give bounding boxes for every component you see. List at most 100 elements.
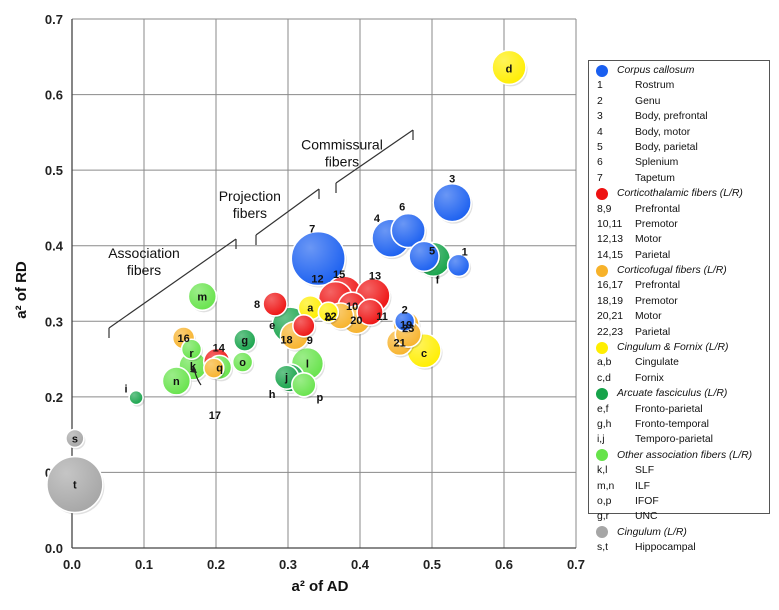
- bubble-label-6: 6: [399, 202, 405, 214]
- bubble-label-b: b: [325, 312, 332, 324]
- y-tick-label: 0.6: [45, 88, 63, 103]
- legend-code: 7: [597, 172, 603, 184]
- legend-text: IFOF: [635, 495, 659, 507]
- bubble-highlight: [188, 282, 217, 311]
- bracket: [335, 129, 414, 193]
- legend-text: Corticothalamic fibers (L/R): [617, 188, 743, 200]
- bubble-label-10: 10: [346, 301, 358, 313]
- legend-swatch: [596, 264, 608, 277]
- bubble-label-7: 7: [309, 224, 315, 236]
- legend-item: g,r UNC: [592, 509, 766, 524]
- bracket-line: [255, 188, 320, 236]
- bubble-label-22: 22: [324, 311, 336, 323]
- legend-code: 4: [597, 126, 603, 138]
- bubble-highlight: [409, 241, 440, 272]
- legend-text: Prefrontal: [635, 203, 681, 215]
- legend-text: Other association fibers (L/R): [617, 449, 753, 461]
- legend-code: o,p: [597, 495, 612, 507]
- bubble-label-q: q: [216, 362, 223, 374]
- bubble-label-j: j: [284, 372, 288, 384]
- bubble-label-19: 19: [400, 319, 412, 331]
- legend-text: Premotor: [635, 295, 678, 307]
- legend-text: Parietal: [635, 249, 671, 261]
- legend-item: 10,11 Premotor: [592, 217, 766, 232]
- legend-group: Corpus callosum: [592, 63, 766, 78]
- legend-swatch: [596, 526, 608, 539]
- bracket: [255, 188, 320, 245]
- bubble-highlight: [357, 299, 384, 326]
- legend-swatch: [596, 64, 608, 77]
- legend-item: e,f Fronto-parietal: [592, 402, 766, 417]
- legend-code: m,n: [597, 480, 615, 492]
- legend-group: Corticothalamic fibers (L/R): [592, 186, 766, 201]
- legend-group: Cingulum (L/R): [592, 525, 766, 540]
- bubble-label-a: a: [307, 303, 314, 315]
- legend-text: Arcuate fasciculus (L/R): [617, 388, 728, 400]
- legend-item: i,j Temporo-parietal: [592, 432, 766, 447]
- bubble-highlight: [298, 295, 323, 320]
- bubble-label-20: 20: [350, 315, 362, 327]
- bracket-line: [335, 129, 414, 184]
- bubble-highlight: [263, 291, 288, 316]
- legend-code: 3: [597, 111, 603, 123]
- x-axis-title: a² of AD: [292, 578, 349, 595]
- legend-text: Hippocampal: [635, 542, 696, 554]
- bubble-label-3: 3: [449, 174, 455, 186]
- legend-code: k,l: [597, 465, 608, 477]
- bubble-highlight: [232, 352, 253, 373]
- annotation-text: Association: [108, 245, 180, 261]
- legend-text: Prefrontal: [635, 280, 681, 292]
- legend-code: 20,21: [597, 311, 624, 323]
- bubble-label-9: 9: [307, 335, 313, 347]
- bracket-line: [108, 238, 237, 329]
- bubble-highlight: [447, 254, 470, 277]
- bracket: [108, 238, 237, 338]
- axes: 0.00.10.20.30.40.50.60.70.00.10.20.30.40…: [45, 12, 585, 572]
- legend-text: Fornix: [635, 372, 664, 384]
- legend-item: 7 Tapetum: [592, 171, 766, 186]
- legend-item: 12,13 Motor: [592, 232, 766, 247]
- legend-text: Tapetum: [635, 172, 675, 184]
- bubble-label-13: 13: [369, 271, 381, 283]
- legend-text: Corpus callosum: [617, 65, 695, 76]
- legend-text: Splenium: [635, 157, 679, 169]
- bubble-label-e: e: [269, 320, 275, 332]
- legend-code: 5: [597, 141, 603, 153]
- legend-item: 6 Splenium: [592, 155, 766, 170]
- annotation-text: fibers: [233, 205, 267, 221]
- legend-item: 14,15 Parietal: [592, 248, 766, 263]
- bubble-highlight: [129, 390, 144, 405]
- y-tick-label: 0.0: [45, 541, 63, 556]
- legend-item: 1 Rostrum: [592, 78, 766, 93]
- legend-code: e,f: [597, 403, 609, 415]
- legend-item: 18,19 Premotor: [592, 294, 766, 309]
- bubble-highlight: [492, 50, 527, 85]
- legend-code: 22,23: [597, 326, 624, 338]
- legend-item: 22,23 Parietal: [592, 325, 766, 340]
- bubble-highlight: [46, 456, 103, 513]
- y-tick-label: 0.7: [45, 12, 63, 27]
- legend-text: Genu: [635, 95, 661, 107]
- bubble-label-5: 5: [429, 245, 435, 257]
- legend-item: 8,9 Prefrontal: [592, 202, 766, 217]
- annotation-text: fibers: [325, 154, 359, 170]
- legend-swatch: [596, 187, 608, 200]
- annotation-text: Projection: [219, 188, 281, 204]
- bubble-label-r: r: [189, 348, 194, 360]
- legend-text: UNC: [635, 511, 658, 523]
- legend-text: Motor: [635, 234, 662, 246]
- x-tick-label: 0.6: [495, 557, 513, 572]
- annotations: CommissuralfibersProjectionfibersAssocia…: [108, 129, 414, 338]
- y-axis-title: a² of RD: [13, 261, 30, 319]
- bubble-label-l: l: [306, 359, 309, 371]
- legend-text: Body, parietal: [635, 141, 698, 153]
- legend-item: k,l SLF: [592, 463, 766, 478]
- bubble-label-n: n: [173, 376, 180, 388]
- bubble-label-15: 15: [333, 269, 345, 281]
- legend-code: 1: [597, 80, 603, 92]
- legend-item: g,h Fronto-temporal: [592, 417, 766, 432]
- bubble-highlight: [391, 213, 426, 248]
- legend-code: 8,9: [597, 203, 612, 215]
- bubble-label-h: h: [269, 389, 276, 401]
